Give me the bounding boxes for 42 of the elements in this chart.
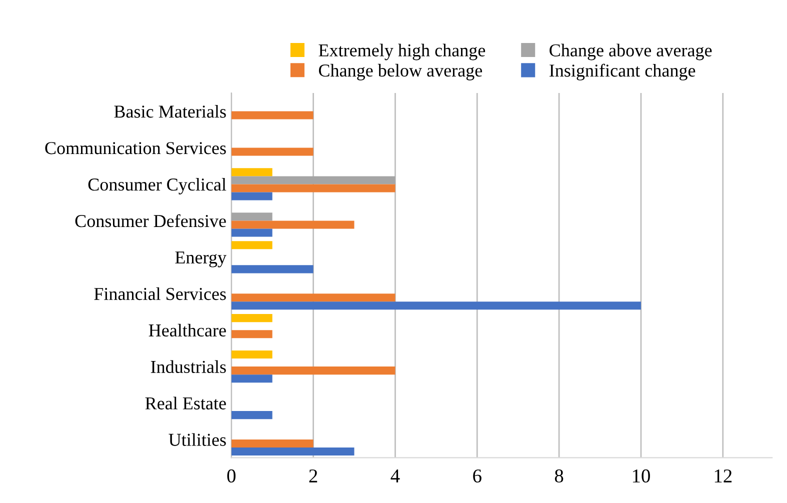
- bar: [231, 220, 354, 229]
- x-tick-label: 4: [390, 470, 400, 482]
- legend-label: Change above average: [550, 44, 712, 60]
- bar: [231, 350, 272, 359]
- bar: [231, 212, 272, 221]
- x-tick-label: 0: [227, 469, 236, 483]
- bar: [231, 314, 272, 322]
- y-tick-label: Industrials: [150, 360, 226, 374]
- y-tick-label: Consumer Defensive: [75, 214, 226, 228]
- y-tick-label: Energy: [175, 252, 226, 268]
- legend-label: Extremely high change: [318, 44, 486, 60]
- bar: [231, 448, 354, 456]
- y-tick-label: Real Estate: [145, 396, 226, 410]
- bar: [231, 148, 314, 156]
- y-tick-label: Consumer Cyclical: [88, 178, 226, 194]
- bar: [231, 411, 272, 420]
- x-tick-label: 10: [632, 469, 650, 483]
- legend-label: Insignificant change: [550, 64, 696, 80]
- bar: [231, 111, 314, 120]
- bar: [231, 176, 396, 184]
- y-tick-label: Utilities: [168, 433, 226, 446]
- bar: [231, 241, 272, 250]
- x-tick-label: 6: [473, 469, 482, 483]
- bar: [231, 192, 272, 200]
- y-tick-label: Healthcare: [148, 324, 226, 337]
- bar: [231, 168, 272, 176]
- y-tick-label: Communication Services: [45, 142, 226, 154]
- bar: [231, 294, 396, 302]
- bar: [231, 439, 314, 448]
- bar: [231, 184, 396, 192]
- x-tick-label: 12: [714, 469, 732, 482]
- y-tick-label: Basic Materials: [114, 105, 226, 118]
- x-tick-label: 2: [309, 469, 318, 482]
- bar: [231, 302, 641, 310]
- legend-label: Change below average: [318, 64, 482, 80]
- bar: [231, 366, 396, 375]
- y-tick-label: Financial Services: [94, 287, 226, 300]
- bar: [231, 374, 272, 383]
- x-tick-label: 8: [554, 469, 564, 483]
- bar: [231, 228, 272, 237]
- bar: [231, 330, 272, 338]
- bar: [231, 265, 314, 274]
